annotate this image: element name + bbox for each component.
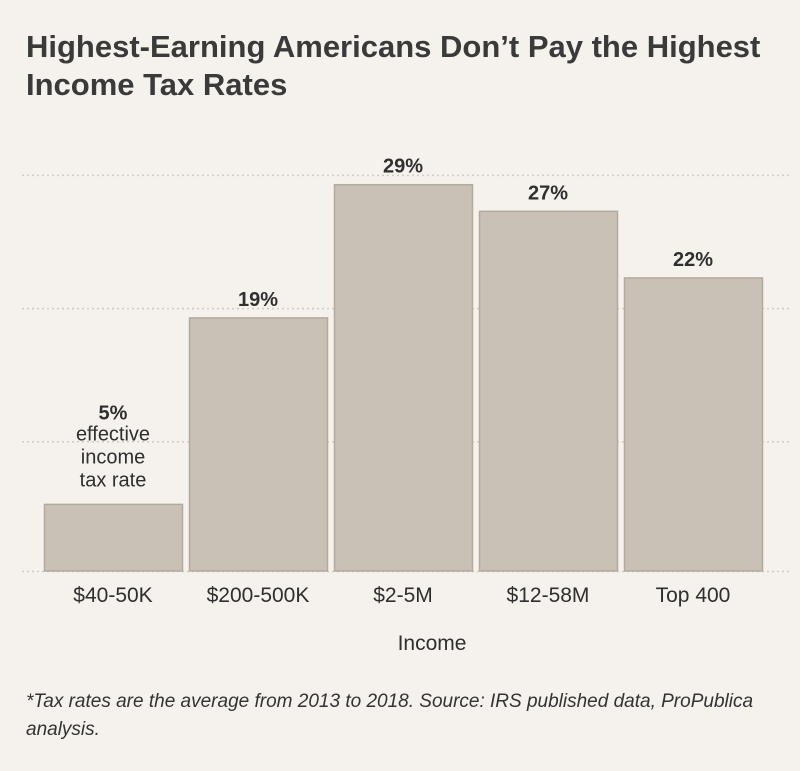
bar <box>43 503 184 572</box>
chart-title: Highest-Earning Americans Don’t Pay the … <box>26 29 761 102</box>
x-tick-label: $2-5M <box>373 584 433 607</box>
x-tick-labels: $40-50K $200-500K $2-5M $12-58M Top 400 <box>73 584 730 607</box>
bar-annotation-line: tax rate <box>80 469 147 491</box>
value-label: 19% <box>238 289 278 311</box>
value-label: 5% <box>99 402 128 424</box>
x-tick-label: Top 400 <box>656 584 731 607</box>
bar <box>333 183 474 572</box>
footnote: *Tax rates are the average from 2013 to … <box>26 691 754 740</box>
bar <box>623 277 764 572</box>
bar-annotation-line: income <box>81 446 145 468</box>
bar <box>478 210 619 572</box>
x-tick-label: $12-58M <box>507 584 590 607</box>
x-tick-label: $200-500K <box>207 584 310 607</box>
value-label: 22% <box>673 249 713 271</box>
value-label: 27% <box>528 182 568 204</box>
bar <box>188 317 329 572</box>
x-axis-label: Income <box>398 632 467 655</box>
bar-annotation-line: effective <box>76 423 150 445</box>
x-tick-label: $40-50K <box>73 584 152 607</box>
bars <box>43 183 764 572</box>
value-label: 29% <box>383 156 423 178</box>
